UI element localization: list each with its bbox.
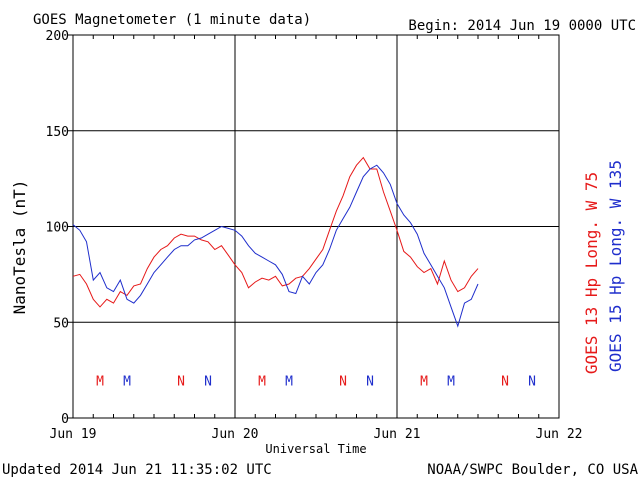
begin-label: Begin: 2014 Jun 19 0000 UTC [408, 18, 636, 34]
legend-goes13: GOES 13 Hp Long. W 75 [582, 172, 601, 374]
chart-title: GOES Magnetometer (1 minute data) [33, 12, 311, 28]
local-time-marker: N [204, 374, 212, 389]
local-time-marker: M [420, 374, 428, 389]
y-tick-label: 150 [46, 125, 69, 140]
local-time-marker: M [285, 374, 293, 389]
x-tick-label: Jun 19 [50, 427, 97, 442]
grid-lines [73, 35, 559, 418]
local-time-marker: N [501, 374, 509, 389]
y-tick-label: 100 [46, 221, 69, 236]
x-tick-label: Jun 22 [536, 427, 583, 442]
local-time-marker: N [528, 374, 536, 389]
updated-label: Updated 2014 Jun 21 11:35:02 UTC [2, 462, 272, 478]
local-time-marker: M [123, 374, 131, 389]
local-time-marker: M [258, 374, 266, 389]
local-time-marker: N [339, 374, 347, 389]
credit-label: NOAA/SWPC Boulder, CO USA [427, 462, 638, 478]
x-axis-label: Universal Time [265, 442, 366, 456]
y-tick-label: 50 [53, 316, 69, 331]
local-time-marker: M [447, 374, 455, 389]
local-time-marker: M [96, 374, 104, 389]
axes: 0 50 100 150 200 Jun 19 Jun 20 Jun 21 Jun 22 [46, 29, 583, 442]
x-tick-label: Jun 20 [212, 427, 259, 442]
y-tick-label: 0 [61, 412, 69, 427]
series-line-goes15 [72, 164, 479, 328]
y-axis-label: NanoTesla (nT) [10, 180, 29, 315]
legend-goes15: GOES 15 Hp Long. W 135 [606, 160, 625, 372]
series-lines [72, 156, 479, 328]
local-time-marker: N [177, 374, 185, 389]
y-tick-label: 200 [46, 29, 69, 44]
x-tick-label: Jun 21 [374, 427, 421, 442]
series-line-goes13 [72, 156, 479, 308]
local-time-marker: N [366, 374, 374, 389]
